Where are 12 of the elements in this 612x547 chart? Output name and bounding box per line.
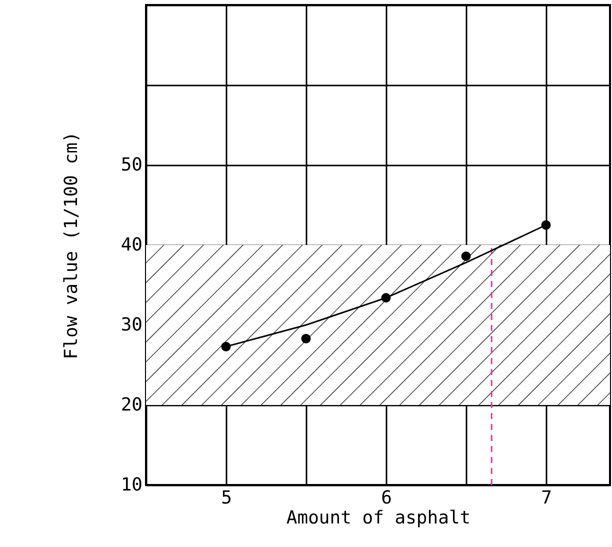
x-axis-title: Amount of asphalt <box>286 508 471 528</box>
y-axis-title: Flow value (1/100 cm) <box>60 132 82 360</box>
y-tick-label: 30 <box>120 314 142 336</box>
point <box>461 251 471 261</box>
x-tick-label: 6 <box>381 488 392 508</box>
x-tick-label: 7 <box>541 488 552 508</box>
y-tick-label: 10 <box>120 474 142 496</box>
point <box>301 334 311 344</box>
y-tick-label: 40 <box>120 234 142 256</box>
x-tick-label: 5 <box>221 488 232 508</box>
y-tick-label: 20 <box>120 394 142 416</box>
y-tick-label: 50 <box>120 154 142 176</box>
